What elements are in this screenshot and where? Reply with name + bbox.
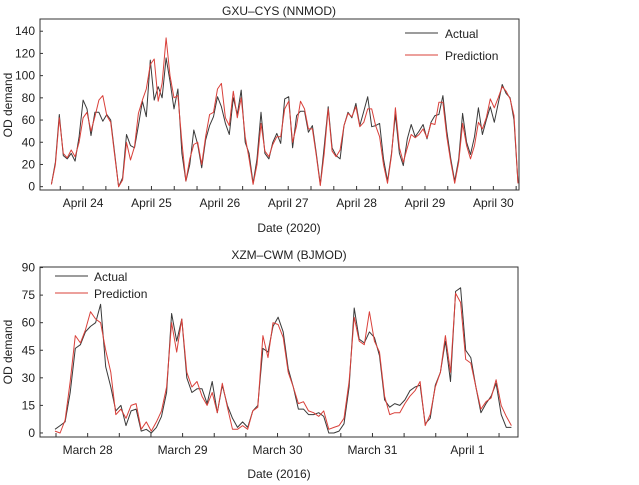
y-tick-label: 75 — [22, 288, 36, 302]
chart-panel-bottom: XZM–CWM (BJMOD) Date (2016) OD demand Ac… — [1, 248, 519, 481]
x-tick-label: April 28 — [336, 196, 377, 210]
x-tick-label: April 27 — [268, 196, 309, 210]
x-tick-label: April 29 — [405, 196, 446, 210]
chart-title: GXU–CYS (NNMOD) — [222, 4, 336, 18]
series-line-actual — [54, 287, 512, 434]
y-tick-label: 60 — [22, 316, 36, 330]
chart-panel-top: GXU–CYS (NNMOD) Date (2020) OD demand Ac… — [1, 4, 520, 235]
x-tick-label: April 25 — [131, 196, 172, 210]
x-tick-label: April 26 — [199, 196, 240, 210]
x-tick-label: March 29 — [158, 443, 208, 457]
x-tick-label: March 28 — [63, 443, 113, 457]
x-axis-label: Date (2020) — [257, 221, 320, 235]
x-tick-label: April 1 — [450, 443, 484, 457]
legend-label-actual: Actual — [445, 27, 478, 41]
chart-title: XZM–CWM (BJMOD) — [231, 248, 346, 262]
y-tick-label: 0 — [28, 180, 35, 194]
legend-label-prediction: Prediction — [445, 49, 498, 63]
y-tick-label: 90 — [22, 261, 36, 275]
plot-frame — [39, 266, 519, 438]
x-tick-label: March 30 — [253, 443, 303, 457]
y-tick-label: 80 — [22, 91, 36, 105]
series-line-actual — [50, 57, 519, 188]
y-tick-label: 140 — [15, 24, 35, 38]
y-tick-label: 15 — [22, 398, 36, 412]
x-axis-label: Date (2016) — [247, 467, 310, 481]
legend-label-prediction: Prediction — [94, 287, 147, 301]
y-tick-label: 40 — [22, 135, 36, 149]
y-tick-label: 20 — [22, 157, 36, 171]
y-tick-label: 45 — [22, 343, 36, 357]
y-tick-label: 30 — [22, 371, 36, 385]
y-axis-label: OD demand — [1, 73, 15, 138]
x-tick-label: March 31 — [347, 443, 397, 457]
x-tick-label: April 24 — [63, 196, 104, 210]
plot-frame — [39, 18, 520, 191]
y-tick-label: 120 — [15, 46, 35, 60]
legend-label-actual: Actual — [94, 270, 127, 284]
y-axis-label: OD demand — [1, 320, 15, 385]
x-tick-label: April 30 — [473, 196, 514, 210]
series-line-prediction — [50, 37, 519, 188]
y-tick-label: 60 — [22, 113, 36, 127]
y-tick-label: 100 — [15, 69, 35, 83]
y-tick-label: 0 — [28, 426, 35, 440]
series-line-prediction — [54, 292, 512, 434]
